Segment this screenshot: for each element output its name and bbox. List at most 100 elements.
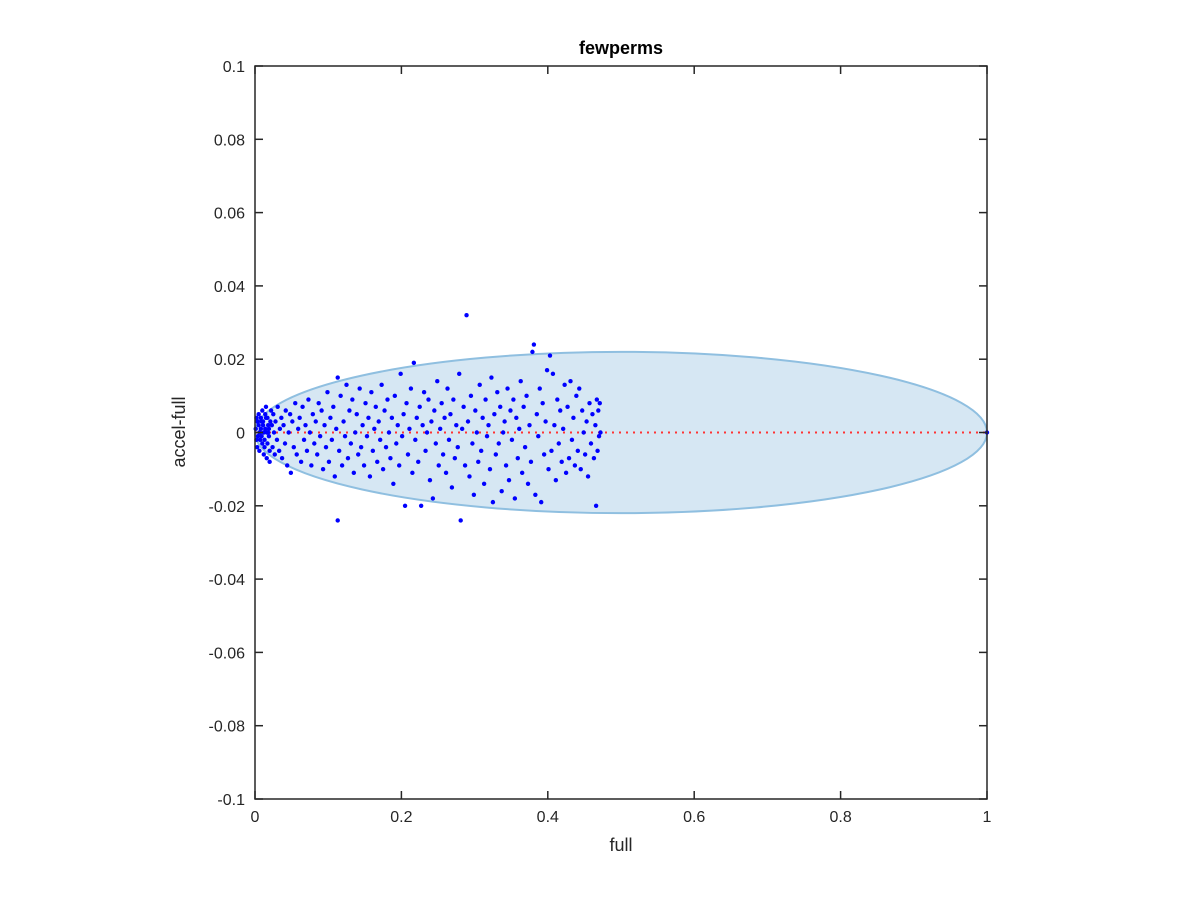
plot-area xyxy=(253,65,990,800)
data-point xyxy=(357,386,362,391)
data-point xyxy=(329,437,335,443)
chart-title: fewperms xyxy=(579,38,663,58)
data-point xyxy=(487,466,493,472)
data-point xyxy=(266,426,272,432)
data-point xyxy=(413,437,418,443)
data-point xyxy=(565,404,570,410)
data-point xyxy=(379,382,384,388)
data-point xyxy=(309,463,314,468)
data-point xyxy=(505,386,510,391)
data-point xyxy=(442,415,447,421)
y-tick-label: -0.08 xyxy=(209,719,246,736)
data-point xyxy=(317,433,323,439)
data-point xyxy=(268,408,274,413)
data-point xyxy=(509,437,515,443)
data-point xyxy=(595,448,600,454)
data-point xyxy=(462,463,468,468)
data-point xyxy=(267,448,272,454)
data-point xyxy=(270,444,275,450)
data-point xyxy=(468,393,474,399)
data-point xyxy=(294,452,299,457)
data-point xyxy=(446,437,452,443)
data-point xyxy=(326,459,332,465)
data-point xyxy=(489,375,494,380)
data-point xyxy=(271,430,277,435)
data-point xyxy=(344,382,349,388)
data-point xyxy=(492,411,497,417)
data-point xyxy=(350,397,355,402)
data-point xyxy=(364,433,370,439)
data-point xyxy=(399,433,405,439)
data-point xyxy=(254,444,260,450)
x-axis-title: full xyxy=(609,835,632,855)
data-point xyxy=(572,463,578,468)
data-point xyxy=(372,426,377,432)
data-point xyxy=(451,397,456,402)
data-point xyxy=(404,400,409,406)
data-point xyxy=(386,430,392,435)
data-point xyxy=(373,404,378,410)
y-tick-label: 0.06 xyxy=(214,206,245,223)
data-point xyxy=(375,459,380,465)
data-point xyxy=(342,433,348,439)
data-point xyxy=(363,400,368,406)
data-point xyxy=(481,481,487,487)
data-point xyxy=(336,448,342,454)
data-point xyxy=(435,378,440,384)
data-point xyxy=(577,386,582,391)
data-point xyxy=(391,481,396,487)
data-point xyxy=(470,441,475,446)
data-point xyxy=(256,411,261,417)
data-point xyxy=(517,426,522,432)
data-point xyxy=(495,389,500,395)
data-point xyxy=(388,455,393,461)
data-point xyxy=(261,452,266,457)
data-point xyxy=(310,411,316,417)
data-point xyxy=(521,404,526,410)
data-point xyxy=(339,463,345,468)
data-point xyxy=(511,397,516,402)
data-point xyxy=(367,474,373,479)
data-point xyxy=(323,444,329,450)
data-point xyxy=(264,455,269,461)
data-point xyxy=(257,448,262,454)
data-point xyxy=(277,426,283,432)
data-point xyxy=(467,474,472,479)
data-point xyxy=(338,393,343,399)
data-point xyxy=(405,452,411,457)
x-tick-label: 0.4 xyxy=(537,809,559,826)
data-point xyxy=(297,415,302,421)
x-tick-label: 1 xyxy=(983,809,992,826)
data-point xyxy=(351,470,357,476)
data-point xyxy=(455,444,460,450)
data-point xyxy=(312,441,317,446)
data-point xyxy=(353,430,358,435)
data-point xyxy=(596,408,601,413)
y-tick-label: -0.04 xyxy=(209,572,246,589)
data-point xyxy=(539,499,544,505)
data-point xyxy=(275,404,280,410)
data-point xyxy=(496,441,501,446)
x-axis: 0 0.2 0.4 0.6 0.8 1 xyxy=(251,66,992,826)
data-point xyxy=(465,419,471,424)
data-point xyxy=(498,404,503,410)
data-point xyxy=(493,452,499,457)
data-point xyxy=(301,437,307,443)
data-point xyxy=(304,448,310,454)
y-tick-label: 0.02 xyxy=(214,352,245,369)
data-point xyxy=(474,430,479,435)
data-point xyxy=(550,371,556,377)
data-point xyxy=(598,430,603,435)
data-point xyxy=(418,503,424,508)
data-point xyxy=(533,492,538,498)
data-point xyxy=(303,422,308,428)
y-tick-label: -0.02 xyxy=(209,499,246,516)
data-point xyxy=(596,433,602,439)
y-tick-label: -0.1 xyxy=(217,792,245,809)
data-point xyxy=(575,448,581,454)
data-point xyxy=(534,411,540,417)
data-point xyxy=(424,430,430,435)
data-point xyxy=(536,433,541,439)
data-point xyxy=(397,463,402,468)
